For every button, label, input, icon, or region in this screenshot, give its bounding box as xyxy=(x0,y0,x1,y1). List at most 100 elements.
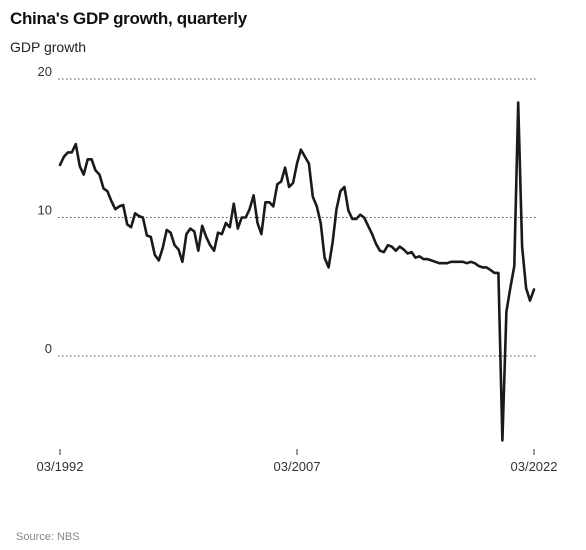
data-point-1994Q2 xyxy=(94,169,96,171)
data-point-2016Q2 xyxy=(442,262,444,264)
data-point-2019Q1 xyxy=(485,266,487,268)
data-point-2005Q4 xyxy=(276,183,278,185)
data-point-1992Q3 xyxy=(67,151,69,153)
data-point-2007Q1 xyxy=(296,162,298,164)
y-axis-ticks: 0 10 20 xyxy=(38,64,52,356)
data-point-2000Q1 xyxy=(185,233,187,235)
data-point-2006Q2 xyxy=(284,166,286,168)
data-point-2009Q4 xyxy=(339,190,341,192)
data-point-2014Q2 xyxy=(410,251,412,253)
data-point-2009Q3 xyxy=(335,208,337,210)
data-point-1997Q4 xyxy=(150,236,152,238)
data-point-2014Q4 xyxy=(418,255,420,257)
data-point-2006Q3 xyxy=(288,186,290,188)
data-point-1996Q3 xyxy=(130,226,132,228)
data-point-2000Q3 xyxy=(193,230,195,232)
data-point-2017Q4 xyxy=(466,262,468,264)
source-note: Source: NBS xyxy=(16,531,80,543)
data-point-2010Q2 xyxy=(347,209,349,211)
data-point-2019Q4 xyxy=(497,272,499,274)
data-point-1992Q1 xyxy=(59,164,61,166)
data-point-1993Q3 xyxy=(83,173,85,175)
data-point-2018Q1 xyxy=(470,261,472,263)
data-point-2011Q1 xyxy=(359,214,361,216)
x-tick-label: 03/2007 xyxy=(274,459,321,474)
data-point-2001Q2 xyxy=(205,236,207,238)
series-layer xyxy=(58,101,536,442)
data-point-2000Q2 xyxy=(189,227,191,229)
data-point-2021Q4 xyxy=(529,299,531,301)
data-point-2004Q3 xyxy=(256,222,258,224)
data-point-2013Q2 xyxy=(395,250,397,252)
data-point-2022Q1 xyxy=(533,288,535,290)
data-point-2004Q2 xyxy=(252,194,254,196)
data-point-2003Q2 xyxy=(237,227,239,229)
data-point-2020Q2 xyxy=(505,310,507,312)
data-point-2021Q3 xyxy=(525,287,527,289)
data-point-2006Q4 xyxy=(292,182,294,184)
data-point-1993Q2 xyxy=(79,165,81,167)
data-point-2012Q4 xyxy=(387,244,389,246)
data-point-2011Q3 xyxy=(367,225,369,227)
data-point-2002Q3 xyxy=(225,222,227,224)
data-point-2015Q3 xyxy=(430,259,432,261)
data-point-2001Q1 xyxy=(201,225,203,227)
grid-layer xyxy=(58,78,537,357)
data-point-2018Q4 xyxy=(481,266,483,268)
data-point-2019Q2 xyxy=(489,269,491,271)
data-point-2011Q4 xyxy=(371,233,373,235)
data-point-2004Q4 xyxy=(260,233,262,235)
data-point-1996Q1 xyxy=(122,204,124,206)
data-point-2002Q1 xyxy=(217,232,219,234)
data-point-1996Q2 xyxy=(126,223,128,225)
chart-title: China's GDP growth, quarterly xyxy=(10,9,247,28)
data-point-1999Q4 xyxy=(181,261,183,263)
data-point-2016Q4 xyxy=(450,261,452,263)
data-point-1994Q1 xyxy=(90,158,92,160)
data-point-1992Q2 xyxy=(63,155,65,157)
data-point-2018Q2 xyxy=(474,262,476,264)
data-point-2004Q1 xyxy=(248,208,250,210)
data-point-1994Q4 xyxy=(102,187,104,189)
data-point-1995Q3 xyxy=(114,208,116,210)
series-line-gdp-growth xyxy=(58,101,536,442)
data-point-2015Q1 xyxy=(422,258,424,260)
data-point-1994Q3 xyxy=(98,173,100,175)
chart-subtitle: GDP growth xyxy=(10,39,86,55)
data-point-1998Q1 xyxy=(154,254,156,256)
data-point-2019Q3 xyxy=(493,272,495,274)
data-point-1998Q4 xyxy=(165,229,167,231)
data-point-1999Q1 xyxy=(169,232,171,234)
data-point-1995Q2 xyxy=(110,200,112,202)
data-point-1996Q4 xyxy=(134,212,136,214)
data-point-2000Q4 xyxy=(197,250,199,252)
data-point-1998Q3 xyxy=(162,247,164,249)
data-point-1999Q2 xyxy=(173,244,175,246)
data-point-2002Q4 xyxy=(229,226,231,228)
x-axis-ticks: 03/1992 03/2007 03/2022 xyxy=(37,449,558,474)
data-point-2006Q1 xyxy=(280,180,282,182)
data-point-2010Q4 xyxy=(355,218,357,220)
data-point-2020Q1 xyxy=(501,439,503,441)
data-point-2013Q3 xyxy=(399,245,401,247)
data-point-2013Q4 xyxy=(402,248,404,250)
data-point-2007Q3 xyxy=(304,155,306,157)
data-point-2018Q3 xyxy=(478,265,480,267)
data-point-2008Q1 xyxy=(312,196,314,198)
data-point-2020Q4 xyxy=(513,265,515,267)
data-point-2010Q3 xyxy=(351,218,353,220)
data-point-2012Q3 xyxy=(383,251,385,253)
data-point-2003Q4 xyxy=(244,216,246,218)
data-point-2005Q3 xyxy=(272,205,274,207)
data-point-2017Q2 xyxy=(458,261,460,263)
data-point-2015Q4 xyxy=(434,261,436,263)
data-point-1993Q1 xyxy=(75,143,77,145)
data-point-2009Q2 xyxy=(331,241,333,243)
data-point-2002Q2 xyxy=(221,233,223,235)
y-tick-label: 0 xyxy=(45,341,52,356)
data-point-2005Q2 xyxy=(268,201,270,203)
data-point-2014Q1 xyxy=(406,252,408,254)
data-point-2008Q3 xyxy=(320,222,322,224)
x-tick-label: 03/1992 xyxy=(37,459,84,474)
data-point-1997Q2 xyxy=(142,216,144,218)
